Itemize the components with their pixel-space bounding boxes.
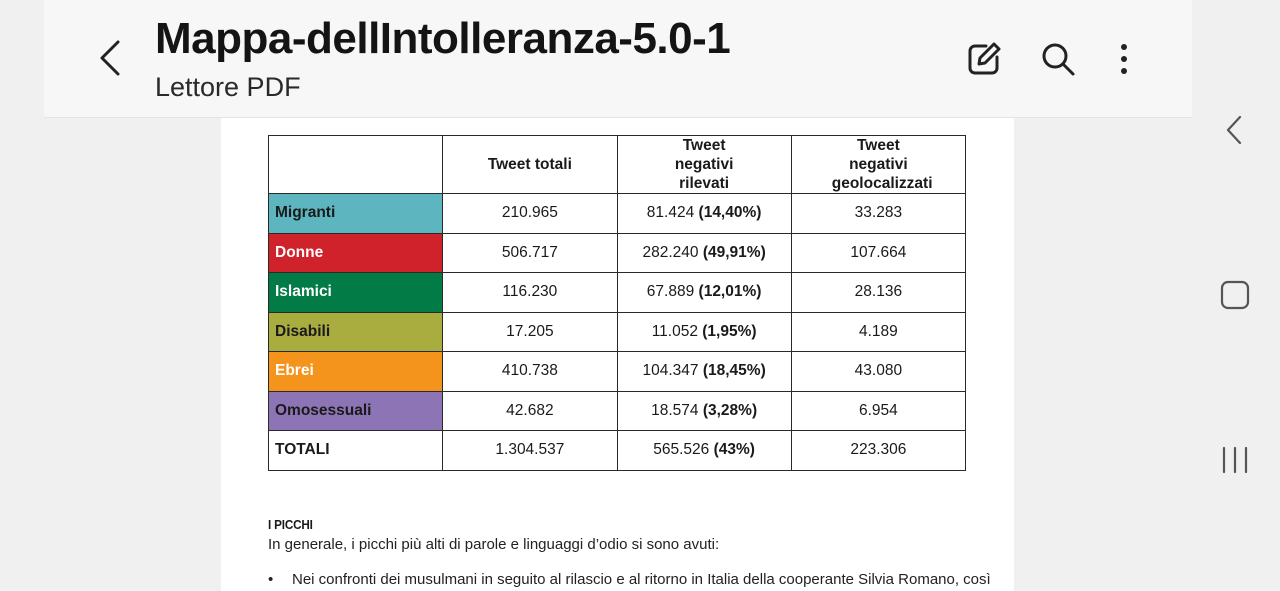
category-cell: Donne — [267, 232, 444, 273]
geolocalizzati-cell: 33.283 — [790, 193, 967, 234]
more-icon — [1121, 44, 1127, 74]
table-row: Omosessuali 42.682 18.574 (3,28%) 6.954 — [267, 390, 967, 431]
table-row: Disabili 17.205 11.052 (1,95%) 4.189 — [267, 311, 967, 352]
bullet-text: Nei confronti dei musulmani in seguito a… — [292, 571, 991, 588]
geolocalizzati-cell: 4.189 — [790, 311, 967, 352]
category-cell: Islamici — [267, 272, 444, 313]
table-row: Donne 506.717 282.240 (49,91%) 107.664 — [267, 232, 967, 273]
system-home-button[interactable] — [1212, 272, 1258, 318]
negativi-percent: (18,45%) — [702, 362, 766, 380]
tweet-negativi-cell: 104.347 (18,45%) — [616, 351, 792, 392]
back-icon — [100, 40, 120, 76]
tweet-negativi-cell: 81.424 (14,40%) — [616, 193, 792, 234]
tweet-totali-cell: 116.230 — [442, 272, 618, 313]
tweet-totali-cell: 410.738 — [442, 351, 618, 392]
negativi-value: 67.889 — [646, 283, 695, 301]
tweet-totali-cell: 42.682 — [442, 390, 618, 431]
bullet-item: • Nei confronti dei musulmani in seguito … — [268, 571, 991, 588]
negativi-value: 565.526 — [653, 441, 710, 459]
geolocalizzati-cell: 28.136 — [790, 272, 967, 313]
category-cell: Disabili — [267, 311, 444, 352]
document-title: Mappa-dellIntolleranza-5.0-1 — [155, 14, 731, 63]
negativi-percent: (3,28%) — [702, 401, 758, 419]
pdf-page: Tweet totali Tweet negativi rilevati Twe… — [221, 117, 1014, 591]
negativi-percent: (43%) — [713, 441, 755, 459]
category-cell: Ebrei — [267, 351, 444, 392]
section-title: I PICCHI — [268, 517, 313, 532]
back-button[interactable] — [88, 36, 132, 80]
system-back-button[interactable] — [1212, 107, 1258, 153]
app-header: Mappa-dellIntolleranza-5.0-1 Lettore PDF — [44, 0, 1192, 118]
table-row: Ebrei 410.738 104.347 (18,45%) 43.080 — [267, 351, 967, 392]
tweet-negativi-cell: 18.574 (3,28%) — [616, 390, 792, 431]
tweet-totali-cell: 210.965 — [442, 193, 618, 234]
app-subtitle: Lettore PDF — [155, 72, 301, 102]
negativi-percent: (49,91%) — [702, 243, 766, 261]
header-tweet-negativi-geolocalizzati: Tweet negativi geolocalizzati — [790, 135, 967, 194]
recents-nav-icon — [1222, 446, 1248, 474]
table-row: Islamici 116.230 67.889 (12,01%) 28.136 — [267, 272, 967, 313]
back-nav-icon — [1226, 115, 1242, 145]
geolocalizzati-cell: 6.954 — [790, 390, 967, 431]
tweet-totali-cell: 506.717 — [442, 232, 618, 273]
more-options-button[interactable] — [1103, 38, 1145, 80]
header-tweet-negativi-rilevati: Tweet negativi rilevati — [616, 135, 792, 194]
category-cell: Omosessuali — [267, 390, 444, 431]
geolocalizzati-cell: 43.080 — [790, 351, 967, 392]
geolocalizzati-cell: 223.306 — [790, 430, 967, 471]
negativi-value: 11.052 — [651, 322, 698, 340]
tweet-negativi-cell: 11.052 (1,95%) — [616, 311, 792, 352]
negativi-value: 104.347 — [642, 362, 699, 380]
table-row: TOTALI 1.304.537 565.526 (43%) 223.306 — [267, 430, 967, 471]
header-empty — [267, 135, 444, 194]
edit-button[interactable] — [963, 38, 1005, 80]
negativi-percent: (1,95%) — [702, 322, 757, 340]
negativi-percent: (12,01%) — [698, 283, 762, 301]
negativi-percent: (14,40%) — [698, 204, 762, 222]
search-icon — [1042, 43, 1075, 76]
edit-icon — [968, 42, 1001, 75]
tweet-negativi-cell: 565.526 (43%) — [616, 430, 792, 471]
header-tweet-totali: Tweet totali — [442, 135, 618, 194]
tweet-totali-cell: 1.304.537 — [442, 430, 618, 471]
table-row: Migranti 210.965 81.424 (14,40%) 33.283 — [267, 193, 967, 234]
category-cell: Migranti — [267, 193, 444, 234]
search-button[interactable] — [1037, 38, 1079, 80]
negativi-value: 18.574 — [651, 401, 699, 419]
tweet-negativi-cell: 67.889 (12,01%) — [616, 272, 792, 313]
category-cell: TOTALI — [267, 430, 444, 471]
geolocalizzati-cell: 107.664 — [790, 232, 967, 273]
tweet-negativi-cell: 282.240 (49,91%) — [616, 232, 792, 273]
negativi-value: 81.424 — [646, 204, 695, 222]
home-nav-icon — [1220, 280, 1250, 310]
system-recents-button[interactable] — [1212, 437, 1258, 483]
intro-paragraph: In generale, i picchi più alti di parole… — [268, 536, 720, 553]
table-header-row: Tweet totali Tweet negativi rilevati Twe… — [267, 135, 967, 194]
negativi-value: 282.240 — [642, 243, 699, 261]
data-table: Tweet totali Tweet negativi rilevati Twe… — [267, 135, 967, 471]
tweet-totali-cell: 17.205 — [442, 311, 618, 352]
bullet-symbol: • — [268, 571, 274, 588]
